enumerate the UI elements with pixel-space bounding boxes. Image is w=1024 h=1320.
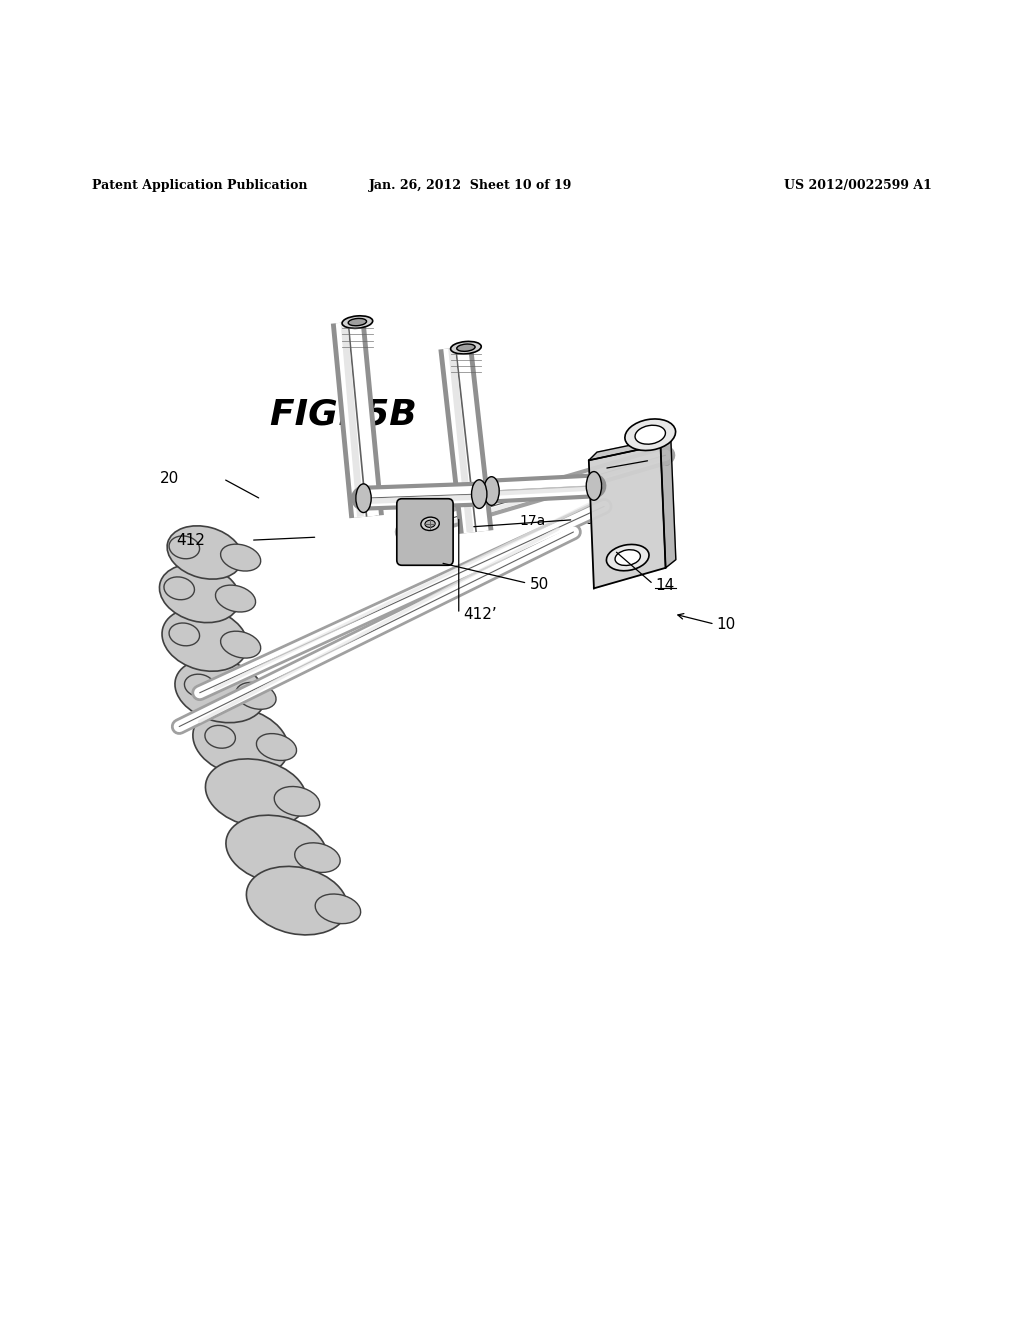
Text: 17b: 17b	[353, 504, 380, 519]
Polygon shape	[660, 437, 676, 568]
Ellipse shape	[184, 675, 215, 697]
Ellipse shape	[205, 726, 236, 748]
Ellipse shape	[348, 318, 367, 326]
Polygon shape	[589, 445, 666, 589]
Text: 20: 20	[160, 471, 179, 486]
Text: 50: 50	[529, 577, 549, 591]
Ellipse shape	[169, 536, 200, 558]
Ellipse shape	[215, 585, 256, 612]
Text: 412’: 412’	[463, 607, 497, 623]
Ellipse shape	[615, 549, 640, 565]
Ellipse shape	[167, 525, 243, 579]
Ellipse shape	[425, 520, 435, 528]
Ellipse shape	[586, 471, 601, 500]
Ellipse shape	[635, 425, 666, 444]
Text: US 2012/0022599 A1: US 2012/0022599 A1	[784, 180, 932, 193]
Text: 412: 412	[176, 533, 205, 548]
Ellipse shape	[356, 484, 372, 512]
Ellipse shape	[483, 477, 500, 506]
Ellipse shape	[315, 894, 360, 924]
Ellipse shape	[164, 577, 195, 599]
Ellipse shape	[193, 708, 289, 776]
Ellipse shape	[295, 842, 340, 873]
Ellipse shape	[451, 342, 481, 354]
Text: Patent Application Publication: Patent Application Publication	[92, 180, 307, 193]
Ellipse shape	[421, 517, 439, 531]
Ellipse shape	[175, 659, 265, 723]
Ellipse shape	[625, 418, 676, 450]
Ellipse shape	[226, 816, 327, 883]
Ellipse shape	[220, 631, 261, 659]
Ellipse shape	[247, 866, 347, 935]
Text: Jan. 26, 2012  Sheet 10 of 19: Jan. 26, 2012 Sheet 10 of 19	[370, 180, 572, 193]
Text: 10: 10	[717, 616, 736, 632]
Ellipse shape	[342, 315, 373, 329]
Ellipse shape	[471, 479, 487, 508]
Ellipse shape	[274, 787, 319, 816]
Ellipse shape	[169, 623, 200, 645]
Ellipse shape	[606, 544, 649, 570]
Polygon shape	[589, 437, 671, 461]
Ellipse shape	[236, 682, 276, 709]
Text: 17a: 17a	[519, 513, 546, 528]
Ellipse shape	[256, 734, 297, 760]
Ellipse shape	[457, 345, 475, 351]
Text: FIG. 5B: FIG. 5B	[269, 397, 417, 432]
Text: 50’: 50’	[575, 512, 600, 527]
Ellipse shape	[206, 759, 306, 828]
Text: 26: 26	[653, 454, 673, 469]
FancyBboxPatch shape	[396, 499, 453, 565]
Ellipse shape	[220, 544, 261, 572]
Text: 14: 14	[655, 578, 675, 593]
Ellipse shape	[160, 564, 240, 623]
Ellipse shape	[162, 607, 248, 672]
